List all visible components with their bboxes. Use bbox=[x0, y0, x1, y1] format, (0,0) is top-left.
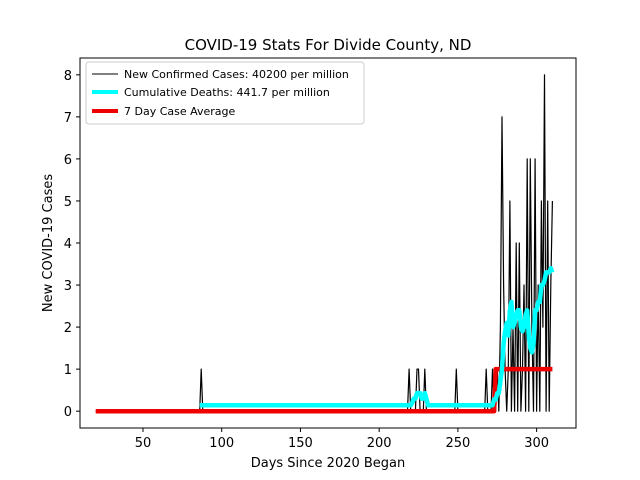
y-tick-label: 0 bbox=[64, 405, 72, 420]
series-layer bbox=[95, 74, 555, 414]
x-tick-label: 50 bbox=[135, 436, 152, 451]
y-tick-label: 4 bbox=[64, 237, 72, 252]
y-tick-label: 5 bbox=[64, 195, 72, 210]
plot-area bbox=[95, 74, 555, 414]
series-line-1 bbox=[198, 265, 555, 408]
y-tick-label: 1 bbox=[64, 363, 72, 378]
x-tick-label: 150 bbox=[288, 436, 313, 451]
y-axis-ticks: 0 1 2 3 4 5 6 7 8 bbox=[64, 69, 80, 420]
y-tick-label: 7 bbox=[64, 111, 72, 126]
x-tick-label: 100 bbox=[209, 436, 234, 451]
chart-title: COVID-19 Stats For Divide County, ND bbox=[185, 36, 472, 54]
series-line-0 bbox=[95, 74, 553, 412]
x-axis-ticks: 50 100 150 200 250 300 bbox=[135, 428, 549, 451]
x-tick-label: 250 bbox=[445, 436, 470, 451]
x-axis-label: Days Since 2020 Began bbox=[251, 456, 406, 471]
legend: New Confirmed Cases: 40200 per million C… bbox=[85, 61, 365, 125]
x-tick-label: 300 bbox=[524, 436, 549, 451]
legend-label-7-day-average: 7 Day Case Average bbox=[124, 105, 236, 118]
y-tick-label: 8 bbox=[64, 69, 72, 84]
y-tick-label: 2 bbox=[64, 321, 72, 336]
y-axis-label: New COVID-19 Cases bbox=[41, 174, 56, 312]
x-tick-label: 200 bbox=[367, 436, 392, 451]
y-tick-label: 3 bbox=[64, 279, 72, 294]
series-line-2 bbox=[95, 366, 553, 414]
legend-label-cumulative-deaths: Cumulative Deaths: 441.7 per million bbox=[124, 86, 330, 99]
legend-box bbox=[85, 61, 365, 125]
legend-label-new-cases: New Confirmed Cases: 40200 per million bbox=[124, 68, 349, 81]
y-tick-label: 6 bbox=[64, 153, 72, 168]
